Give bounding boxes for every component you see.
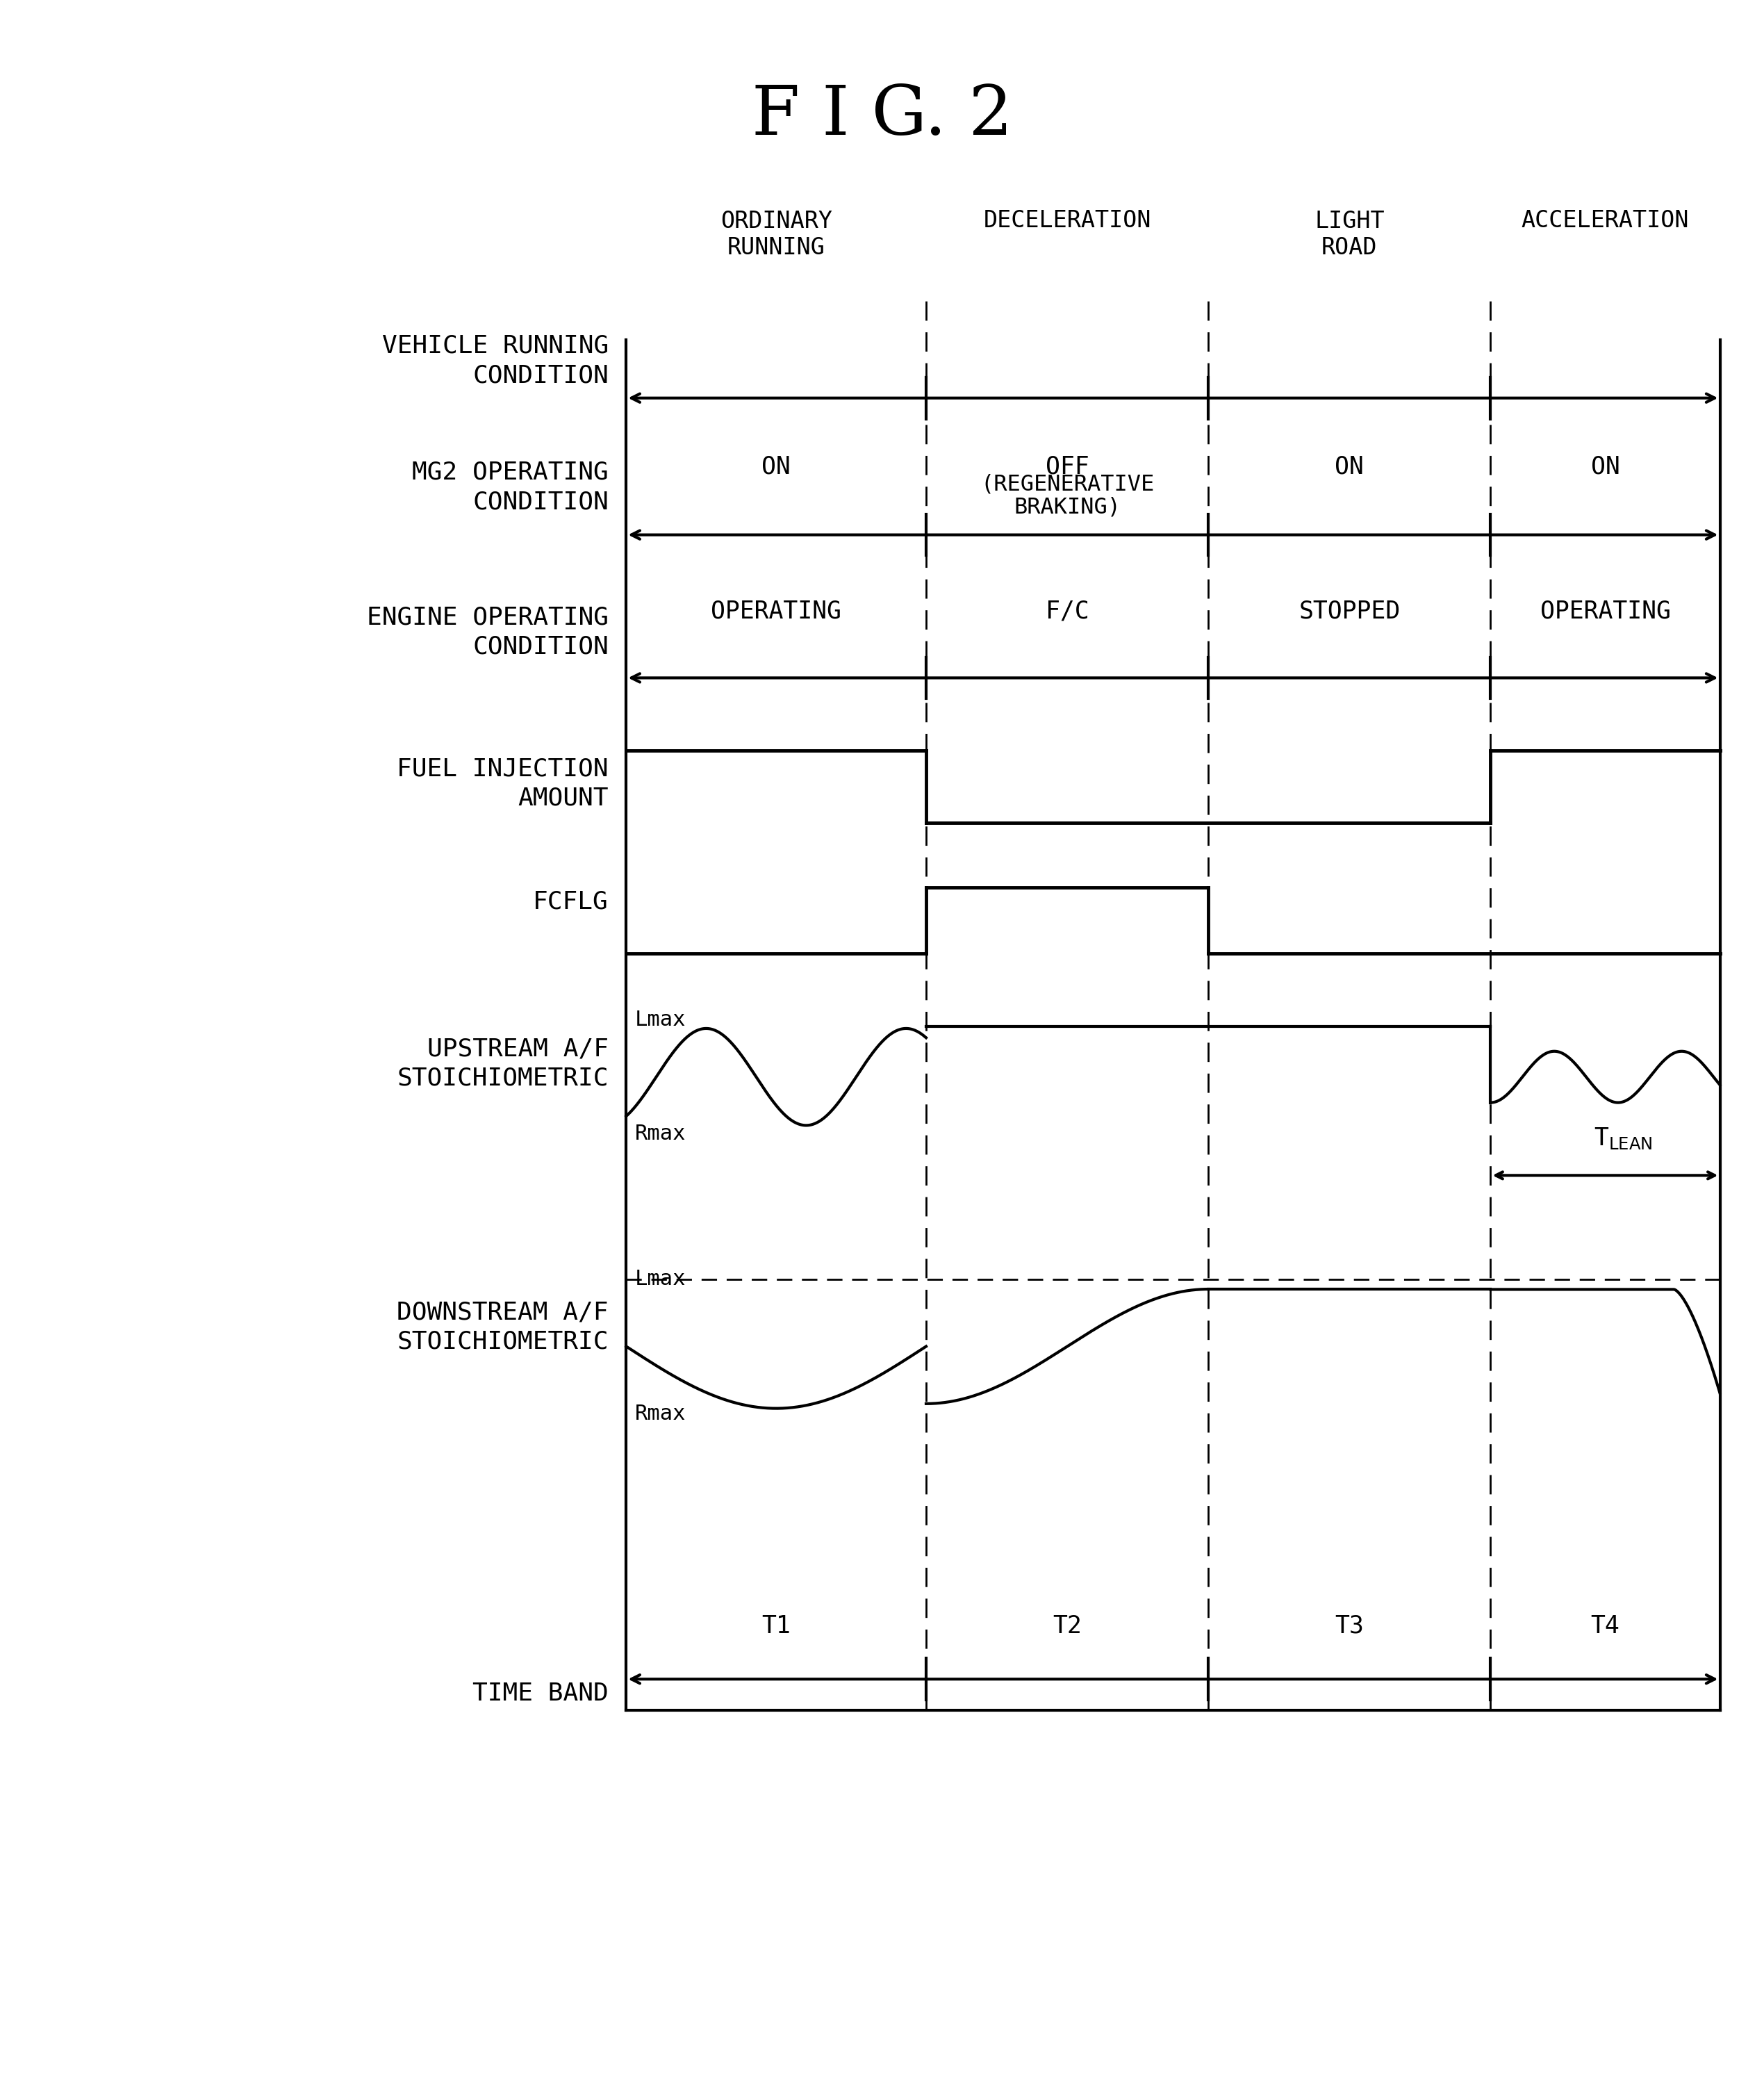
Text: T2: T2 [1053, 1615, 1081, 1638]
Text: Lmax: Lmax [635, 1269, 686, 1289]
Text: Rmax: Rmax [635, 1403, 686, 1424]
Text: Lmax: Lmax [635, 1010, 686, 1030]
Text: Rmax: Rmax [635, 1124, 686, 1144]
Text: TIME BAND: TIME BAND [473, 1681, 609, 1706]
Text: LIGHT
ROAD: LIGHT ROAD [1314, 209, 1385, 259]
Text: FUEL INJECTION
AMOUNT: FUEL INJECTION AMOUNT [397, 757, 609, 811]
Text: UPSTREAM A/F
STOICHIOMETRIC: UPSTREAM A/F STOICHIOMETRIC [397, 1036, 609, 1090]
Text: ENGINE OPERATING
CONDITION: ENGINE OPERATING CONDITION [367, 605, 609, 659]
Text: T1: T1 [762, 1615, 790, 1638]
Text: F I G. 2: F I G. 2 [751, 83, 1013, 149]
Text: ON: ON [762, 454, 790, 479]
Text: ORDINARY
RUNNING: ORDINARY RUNNING [720, 209, 833, 259]
Text: T4: T4 [1591, 1615, 1619, 1638]
Text: MG2 OPERATING
CONDITION: MG2 OPERATING CONDITION [413, 460, 609, 514]
Text: VEHICLE RUNNING
CONDITION: VEHICLE RUNNING CONDITION [383, 334, 609, 388]
Text: OFF: OFF [1046, 454, 1088, 479]
Text: OPERATING: OPERATING [711, 599, 841, 624]
Text: ON: ON [1335, 454, 1364, 479]
Text: T$_{\rm LEAN}$: T$_{\rm LEAN}$ [1593, 1126, 1653, 1151]
Text: ON: ON [1591, 454, 1619, 479]
Text: T3: T3 [1335, 1615, 1364, 1638]
Text: OPERATING: OPERATING [1540, 599, 1671, 624]
Text: (REGENERATIVE
BRAKING): (REGENERATIVE BRAKING) [981, 473, 1154, 518]
Text: STOPPED: STOPPED [1298, 599, 1401, 624]
Text: DECELERATION: DECELERATION [983, 209, 1152, 232]
Text: ACCELERATION: ACCELERATION [1521, 209, 1690, 232]
Text: FCFLG: FCFLG [533, 889, 609, 914]
Text: F/C: F/C [1046, 599, 1088, 624]
Text: DOWNSTREAM A/F
STOICHIOMETRIC: DOWNSTREAM A/F STOICHIOMETRIC [397, 1300, 609, 1354]
